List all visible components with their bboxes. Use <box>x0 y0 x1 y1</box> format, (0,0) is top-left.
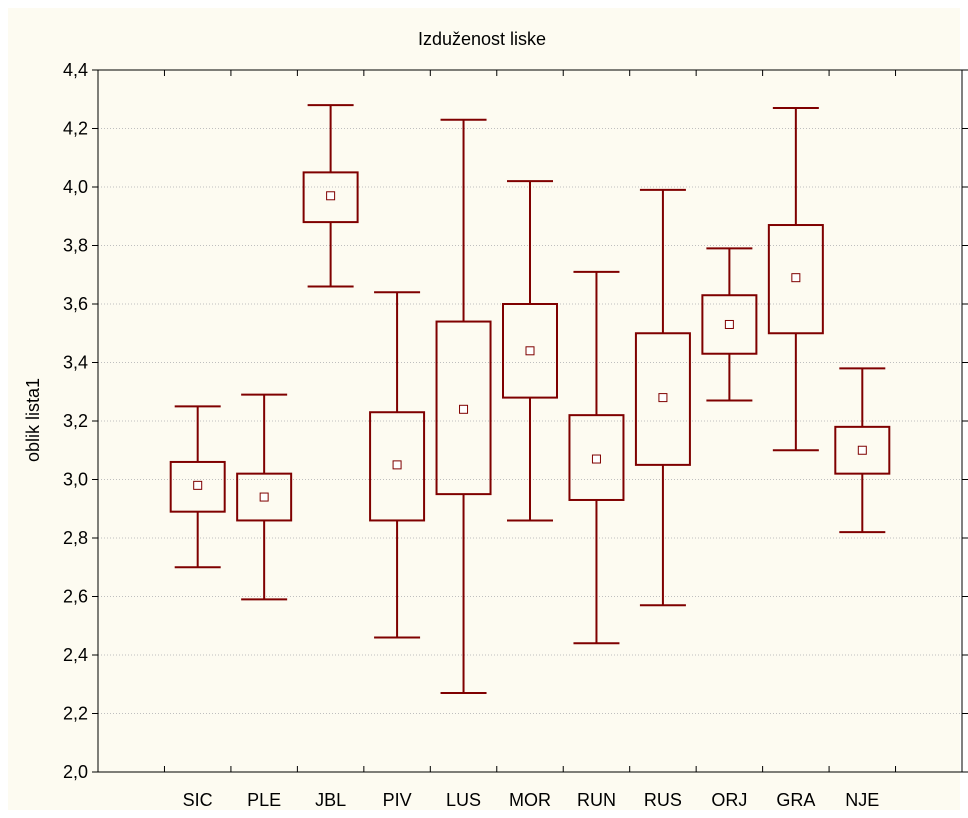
x-tick-label: JBL <box>315 790 346 810</box>
center-marker <box>724 319 734 329</box>
y-tick-label: 3,0 <box>63 470 88 490</box>
x-tick-label: RUS <box>644 790 682 810</box>
box-rect <box>435 320 492 496</box>
x-tick-label: MOR <box>509 790 551 810</box>
center-marker <box>459 404 469 414</box>
box-rect <box>634 332 691 466</box>
y-tick-label: 2,0 <box>63 762 88 782</box>
box-rect <box>701 294 758 355</box>
boxes <box>169 104 891 695</box>
y-tick-label: 4,2 <box>63 119 88 139</box>
y-tick-label: 2,4 <box>63 645 88 665</box>
box-rect <box>834 425 891 475</box>
y-tick-label: 2,6 <box>63 587 88 607</box>
box-nje <box>834 367 891 534</box>
box-rect <box>502 303 558 399</box>
x-tick-label: LUS <box>446 790 481 810</box>
x-tick-label: PIV <box>383 790 412 810</box>
y-tick-label: 4,0 <box>63 177 88 197</box>
center-marker <box>193 480 203 490</box>
box-ple <box>236 393 293 601</box>
box-rect <box>369 411 426 522</box>
x-tick-label: PLE <box>247 790 281 810</box>
box-mor <box>502 180 558 522</box>
center-marker <box>326 191 336 201</box>
center-marker <box>658 393 668 403</box>
chart-title: Izduženost liske <box>418 29 546 49</box>
y-tick-labels: 2,0 2,2 2,4 2,6 2,8 3,0 3,2 3,4 3,6 3,8 4,0 4,2 4,4 <box>63 60 88 782</box>
x-tick-label: SIC <box>183 790 213 810</box>
box-rus <box>634 188 691 607</box>
box-jbl <box>302 104 359 288</box>
center-marker <box>259 492 269 502</box>
x-tick-label: GRA <box>776 790 815 810</box>
y-axis-label: oblik lista1 <box>23 378 43 462</box>
chart-frame <box>8 8 960 810</box>
center-marker <box>392 460 402 470</box>
y-tick-label: 3,6 <box>63 294 88 314</box>
x-tick-label: NJE <box>845 790 879 810</box>
axes <box>92 69 968 773</box>
box-orj <box>701 247 758 402</box>
center-marker <box>857 445 867 455</box>
x-tick-labels: SIC PLE JBL PIV LUS MOR RUN RUS ORJ GRA NJE <box>183 790 880 810</box>
box-gra <box>767 107 824 452</box>
box-rect <box>236 472 293 522</box>
center-marker <box>791 273 801 283</box>
box-run <box>568 270 625 645</box>
box-piv <box>369 291 426 639</box>
y-tick-label: 2,2 <box>63 704 88 724</box>
box-lus <box>435 118 492 695</box>
box-rect <box>169 460 226 513</box>
box-rect <box>568 414 625 501</box>
y-tick-label: 2,8 <box>63 528 88 548</box>
y-tick-label: 3,8 <box>63 236 88 256</box>
y-tick-label: 3,2 <box>63 411 88 431</box>
y-tick-label: 3,4 <box>63 353 88 373</box>
plot-border <box>97 69 963 773</box>
x-tick-label: RUN <box>577 790 616 810</box>
x-tick-label: ORJ <box>711 790 747 810</box>
box-sic <box>169 405 226 569</box>
y-tick-label: 4,4 <box>63 60 88 80</box>
box-rect <box>302 171 359 224</box>
box-rect <box>767 224 824 335</box>
center-marker <box>591 454 601 464</box>
center-marker <box>525 346 535 356</box>
